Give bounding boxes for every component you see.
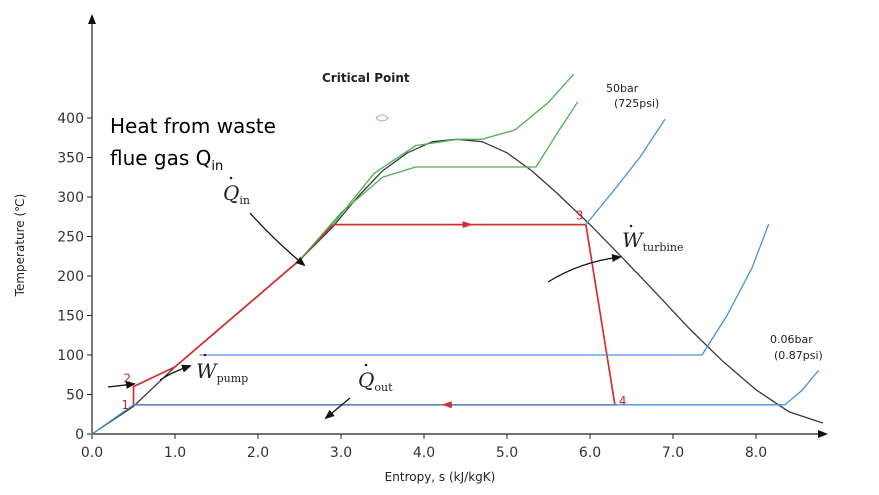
series-line-4 [199,223,770,356]
x-tick-label: 7.0 [662,445,684,461]
cycle-direction-arrow-bottom [441,401,452,409]
w-pump-dot [203,353,207,357]
series-line-1 [132,223,616,406]
q-in-arrow [249,212,306,267]
x-tick-label: 6.0 [579,445,601,461]
w-turbine-arrow [547,254,622,283]
y-tick-label: 50 [66,388,84,404]
y-tick-label: 400 [57,111,84,127]
x-tick-label: 2.0 [247,445,269,461]
w-turbine-symbol: Wturbine [622,228,683,254]
isobar-low-psi-label: (0.87psi) [774,349,823,362]
series-line-6 [298,101,579,261]
state-point-4: 4 [619,394,627,408]
state-point-3: 3 [576,209,584,223]
critical-point-label: Critical Point [322,71,410,85]
q-out-arrow [324,397,351,420]
isobar-high-label: 50bar [606,82,639,95]
q-out-dot [364,363,368,367]
w-pump-arrow-in [107,380,136,389]
ticks: 0.0 1.0 2.0 3.0 4.0 5.0 6.0 7.0 8.0 0 50 100 150 200 2… [57,111,767,461]
series-line-5 [332,73,575,226]
x-tick-label: 0.0 [81,445,103,461]
y-axis-title: Temperature (℃) [13,194,27,298]
w-turbine-dot [629,224,633,228]
y-tick-label: 0 [75,427,84,443]
heat-source-line2: flue gas Qin [110,146,223,174]
q-in-dot [229,176,233,180]
y-tick-label: 350 [57,151,84,167]
w-pump-letter: W [196,359,218,383]
y-tick-label: 300 [57,190,84,206]
w-pump-symbol: Wpump [196,359,248,385]
series-line-2 [585,118,666,226]
x-axis-title: Entropy, s (kJ/kgK) [385,470,496,484]
isobar-low-label: 0.06bar [770,333,813,346]
w-pump-subscript: pump [217,372,249,385]
x-tick-label: 3.0 [330,445,352,461]
x-tick-label: 4.0 [413,445,435,461]
q-in-subscript: in [239,194,250,207]
x-tick-label: 1.0 [164,445,186,461]
w-turbine-letter: W [622,228,644,252]
y-tick-label: 250 [57,230,84,246]
w-pump-arrow-out [159,364,192,381]
x-tick-label: 8.0 [745,445,767,461]
heat-source-main: flue gas Q [110,146,211,170]
state-points: 1 2 3 4 [122,209,627,412]
heat-source-line1: Heat from waste [110,114,276,138]
q-in-letter: Q [223,181,239,205]
series-line-3 [91,370,819,435]
state-point-2: 2 [124,372,132,386]
w-turbine-subscript: turbine [643,241,684,254]
q-out-subscript: out [374,381,393,394]
series [91,73,824,435]
y-tick-label: 150 [57,309,84,325]
state-point-1: 1 [122,398,130,412]
cycle-direction-arrow-top [462,221,473,229]
q-out-letter: Q [358,368,374,392]
series-line-0 [91,138,824,435]
q-out-symbol: Qout [358,368,393,394]
heat-source-sub: in [211,159,223,174]
y-tick-label: 200 [57,269,84,285]
q-in-symbol: Qin [223,181,250,207]
critical-point-marker [375,114,389,122]
y-tick-label: 100 [57,348,84,364]
isobar-high-psi-label: (725psi) [614,97,659,110]
x-tick-label: 5.0 [496,445,518,461]
